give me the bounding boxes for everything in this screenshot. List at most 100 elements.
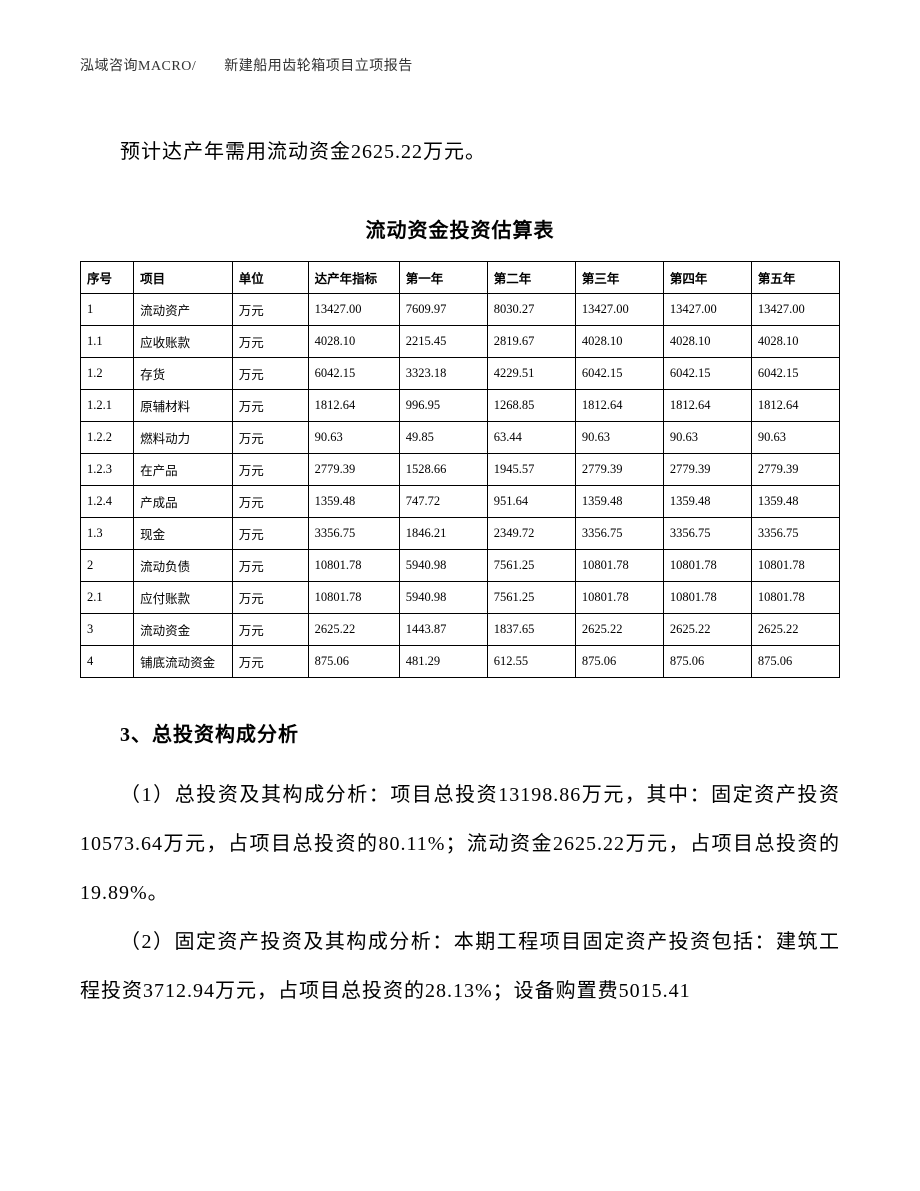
table-row: 1.3现金万元3356.751846.212349.723356.753356.… [81, 518, 840, 550]
table-cell: 996.95 [399, 390, 487, 422]
table-cell: 万元 [232, 358, 308, 390]
table-cell: 万元 [232, 518, 308, 550]
table-cell: 6042.15 [663, 358, 751, 390]
table-cell: 6042.15 [751, 358, 839, 390]
table-cell: 1.2.1 [81, 390, 134, 422]
table-cell: 1359.48 [663, 486, 751, 518]
table-cell: 3323.18 [399, 358, 487, 390]
table-cell: 13427.00 [575, 294, 663, 326]
table-row: 1.2.1原辅材料万元1812.64996.951268.851812.6418… [81, 390, 840, 422]
table-row: 1.2.2燃料动力万元90.6349.8563.4490.6390.6390.6… [81, 422, 840, 454]
table-cell: 2215.45 [399, 326, 487, 358]
table-cell: 1 [81, 294, 134, 326]
body-paragraph: （1）总投资及其构成分析：项目总投资13198.86万元，其中：固定资产投资10… [80, 771, 840, 918]
table-cell: 万元 [232, 486, 308, 518]
table-title: 流动资金投资估算表 [80, 214, 840, 243]
table-cell: 1359.48 [575, 486, 663, 518]
table-cell: 流动负债 [134, 550, 233, 582]
table-cell: 481.29 [399, 646, 487, 678]
table-cell: 1.3 [81, 518, 134, 550]
table-cell: 90.63 [575, 422, 663, 454]
table-row: 1.1应收账款万元4028.102215.452819.674028.10402… [81, 326, 840, 358]
table-cell: 8030.27 [487, 294, 575, 326]
col-header: 第一年 [399, 262, 487, 294]
table-cell: 4028.10 [575, 326, 663, 358]
table-cell: 2779.39 [751, 454, 839, 486]
table-cell: 万元 [232, 294, 308, 326]
table-row: 2流动负债万元10801.785940.987561.2510801.78108… [81, 550, 840, 582]
table-cell: 7561.25 [487, 550, 575, 582]
table-cell: 1846.21 [399, 518, 487, 550]
table-cell: 10801.78 [575, 550, 663, 582]
document-page: 泓域咨询MACRO/新建船用齿轮箱项目立项报告 预计达产年需用流动资金2625.… [0, 0, 920, 1076]
table-cell: 10801.78 [308, 550, 399, 582]
table-cell: 现金 [134, 518, 233, 550]
table-cell: 万元 [232, 454, 308, 486]
intro-paragraph: 预计达产年需用流动资金2625.22万元。 [80, 130, 840, 174]
table-cell: 1.2 [81, 358, 134, 390]
table-cell: 应收账款 [134, 326, 233, 358]
table-row: 4铺底流动资金万元875.06481.29612.55875.06875.068… [81, 646, 840, 678]
table-cell: 1.2.3 [81, 454, 134, 486]
table-cell: 万元 [232, 646, 308, 678]
table-cell: 1812.64 [575, 390, 663, 422]
table-cell: 951.64 [487, 486, 575, 518]
table-cell: 铺底流动资金 [134, 646, 233, 678]
table-header-row: 序号 项目 单位 达产年指标 第一年 第二年 第三年 第四年 第五年 [81, 262, 840, 294]
table-cell: 存货 [134, 358, 233, 390]
table-cell: 万元 [232, 390, 308, 422]
col-header: 第五年 [751, 262, 839, 294]
section-heading: 3、总投资构成分析 [80, 718, 840, 747]
col-header: 第四年 [663, 262, 751, 294]
table-cell: 612.55 [487, 646, 575, 678]
table-cell: 万元 [232, 614, 308, 646]
table-cell: 2.1 [81, 582, 134, 614]
table-cell: 万元 [232, 422, 308, 454]
table-cell: 875.06 [575, 646, 663, 678]
table-cell: 1528.66 [399, 454, 487, 486]
table-cell: 万元 [232, 582, 308, 614]
table-cell: 1837.65 [487, 614, 575, 646]
table-cell: 2819.67 [487, 326, 575, 358]
table-cell: 1945.57 [487, 454, 575, 486]
table-cell: 2625.22 [751, 614, 839, 646]
table-cell: 在产品 [134, 454, 233, 486]
table-row: 2.1应付账款万元10801.785940.987561.2510801.781… [81, 582, 840, 614]
table-cell: 4028.10 [308, 326, 399, 358]
table-cell: 2625.22 [575, 614, 663, 646]
col-header: 序号 [81, 262, 134, 294]
table-cell: 原辅材料 [134, 390, 233, 422]
table-cell: 2779.39 [308, 454, 399, 486]
table-cell: 10801.78 [751, 550, 839, 582]
table-cell: 7609.97 [399, 294, 487, 326]
col-header: 达产年指标 [308, 262, 399, 294]
body-paragraph: （2）固定资产投资及其构成分析：本期工程项目固定资产投资包括：建筑工程投资371… [80, 918, 840, 1016]
table-cell: 1.2.2 [81, 422, 134, 454]
table-cell: 4028.10 [751, 326, 839, 358]
table-cell: 10801.78 [308, 582, 399, 614]
table-cell: 49.85 [399, 422, 487, 454]
table-cell: 90.63 [663, 422, 751, 454]
table-cell: 3356.75 [575, 518, 663, 550]
table-cell: 流动资产 [134, 294, 233, 326]
table-cell: 5940.98 [399, 582, 487, 614]
table-cell: 10801.78 [663, 582, 751, 614]
table-cell: 1812.64 [308, 390, 399, 422]
table-cell: 4 [81, 646, 134, 678]
table-cell: 6042.15 [308, 358, 399, 390]
table-cell: 1359.48 [751, 486, 839, 518]
table-row: 1.2.3在产品万元2779.391528.661945.572779.3927… [81, 454, 840, 486]
table-cell: 2 [81, 550, 134, 582]
table-cell: 1812.64 [663, 390, 751, 422]
table-row: 1流动资产万元13427.007609.978030.2713427.00134… [81, 294, 840, 326]
table-cell: 5940.98 [399, 550, 487, 582]
table-cell: 2779.39 [575, 454, 663, 486]
header-company: 泓域咨询MACRO/ [80, 59, 196, 74]
col-header: 第三年 [575, 262, 663, 294]
investment-table: 序号 项目 单位 达产年指标 第一年 第二年 第三年 第四年 第五年 1流动资产… [80, 261, 840, 678]
table-cell: 3 [81, 614, 134, 646]
table-cell: 应付账款 [134, 582, 233, 614]
table-cell: 3356.75 [751, 518, 839, 550]
table-cell: 1268.85 [487, 390, 575, 422]
table-cell: 10801.78 [575, 582, 663, 614]
